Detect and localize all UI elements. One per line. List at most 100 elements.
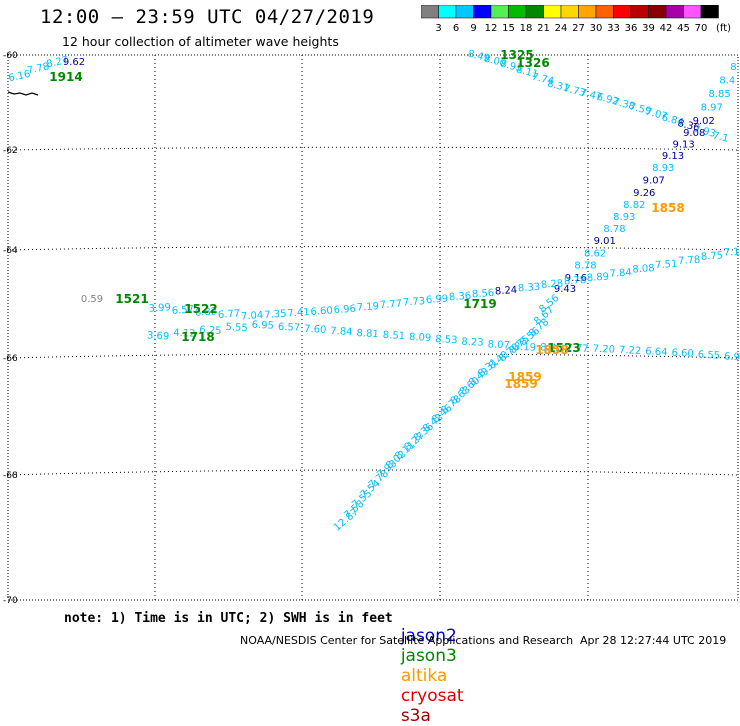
colorbar-tick-label: 45 bbox=[677, 23, 690, 34]
wave-height-label: 7.04 bbox=[241, 310, 264, 323]
wave-height-label: 8.82 bbox=[623, 200, 645, 211]
wave-height-label: 5.55 bbox=[225, 322, 248, 334]
colorbar-tick-label: 30 bbox=[590, 23, 603, 34]
wave-height-label: 7.77 bbox=[566, 343, 589, 355]
pass-time-label: 1522 bbox=[184, 302, 217, 316]
wave-height-label: 8.56 bbox=[472, 288, 495, 301]
pass-time-label: 1523 bbox=[547, 341, 580, 355]
wave-height-label: 8. bbox=[730, 62, 740, 73]
wave-height-label: 0.59 bbox=[81, 294, 103, 305]
wave-height-label: 3.69 bbox=[147, 330, 170, 342]
wave-height-label: 7.38 bbox=[612, 97, 636, 113]
pass-time-label: 1858 bbox=[535, 343, 568, 357]
wave-height-label: 8.28 bbox=[541, 278, 564, 291]
wave-height-label: 8.23 bbox=[461, 337, 484, 349]
pass-time-label: 1719 bbox=[463, 297, 496, 311]
colorbar-tick-label: 36 bbox=[625, 23, 638, 34]
colorbar-tick-label: 21 bbox=[537, 23, 550, 34]
colorbar-unit: (ft) bbox=[716, 23, 731, 34]
wave-height-label: 6.64 bbox=[645, 346, 668, 358]
colorbar-tick-label: 6 bbox=[453, 23, 459, 34]
wave-height-label: 8.09 bbox=[409, 332, 432, 344]
wave-height-label: 8.93 bbox=[499, 59, 523, 75]
coastline bbox=[7, 91, 39, 96]
wave-height-label: 8.97 bbox=[701, 103, 723, 114]
wave-height-label: 8.93 bbox=[652, 163, 674, 174]
wave-height-label: 7.1 bbox=[712, 130, 730, 145]
lat-tick-label: -70 bbox=[3, 596, 18, 605]
wave-height-label: 8.24 bbox=[495, 285, 518, 298]
wave-height-label: 8.75 bbox=[701, 250, 724, 263]
pass-time-label: 1521 bbox=[115, 292, 148, 306]
wave-height-label: 7.73 bbox=[562, 83, 586, 99]
satellite-legend: jason2 jason3 altika cryosat s3a bbox=[390, 606, 471, 726]
colorbar-tick-label: 42 bbox=[660, 23, 673, 34]
wave-height-label: 7.07 bbox=[644, 107, 668, 123]
wave-height-label: 9.62 bbox=[63, 57, 85, 68]
lat-grid-line bbox=[7, 469, 739, 476]
wave-height-label: 7.73 bbox=[403, 296, 426, 309]
wave-height-label: 8.11 bbox=[515, 64, 539, 80]
wave-height-label: 7.59 bbox=[628, 101, 652, 117]
colorbar-tick-label: 3 bbox=[435, 23, 441, 34]
map-plot: -45-42-39-36-33-30-60-62-64-66-68-708.49… bbox=[3, 48, 740, 605]
colorbar-tick-label: 12 bbox=[485, 23, 498, 34]
pass-time-label: 1859 bbox=[508, 370, 541, 384]
wave-height-label: 7.78 bbox=[26, 61, 50, 76]
lat-tick-label: -60 bbox=[3, 51, 18, 61]
units-note: note: 1) Time is in UTC; 2) SWH is in fe… bbox=[64, 611, 393, 626]
wave-height-label: 8.36 bbox=[449, 291, 472, 304]
lat-tick-label: -62 bbox=[3, 146, 18, 156]
wave-height-label: 8.89 bbox=[586, 272, 609, 285]
wave-height-label: 8.85 bbox=[708, 89, 730, 100]
wave-height-label: 6.92 bbox=[595, 92, 619, 108]
wave-height-label: 7.84 bbox=[330, 326, 353, 338]
wave-height-label: 7.20 bbox=[592, 344, 615, 356]
colorbar-tick-label: 15 bbox=[502, 23, 515, 34]
generated-timestamp: Apr 28 12:27:44 UTC 2019 bbox=[580, 634, 727, 647]
wave-height-label: 9.26 bbox=[633, 188, 655, 199]
wave-height-label: 6.60 bbox=[310, 305, 333, 318]
wave-height-label: 7.93 bbox=[692, 124, 716, 140]
wave-height-label: 6.55 bbox=[698, 350, 721, 362]
wave-height-label: 9.08 bbox=[683, 128, 705, 139]
wave-height-label: 7.74 bbox=[531, 71, 555, 87]
legend-jason2: jason2 bbox=[400, 626, 457, 646]
lat-grid-line bbox=[7, 246, 739, 251]
legend-cryosat: cryosat bbox=[400, 686, 464, 706]
colorbar-tick-label: 70 bbox=[695, 23, 708, 34]
wave-height-label: 8.81 bbox=[356, 328, 379, 340]
wave-height-label: 8.31 bbox=[546, 78, 570, 94]
pass-time-label: 1325 bbox=[500, 48, 533, 62]
wave-height-label: 7.60 bbox=[304, 324, 327, 336]
wave-height-label: 8.53 bbox=[435, 334, 458, 346]
legend-altika: altika bbox=[400, 666, 448, 686]
lat-tick-label: -64 bbox=[3, 246, 18, 256]
legend-s3a: s3a bbox=[400, 706, 431, 726]
wave-height-label: 6.57 bbox=[278, 322, 301, 334]
wave-height-label: 6.57 bbox=[171, 304, 194, 317]
pass-time-label: 1859 bbox=[504, 377, 537, 391]
colorbar-tick-label: 39 bbox=[642, 23, 655, 34]
wave-height-label: 9.13 bbox=[672, 140, 694, 151]
wave-height-label: 8.75 bbox=[540, 342, 563, 354]
legend-jason3: jason3 bbox=[400, 646, 457, 666]
page-title: 12:00 – 23:59 UTC 04/27/2019 bbox=[40, 6, 375, 28]
credit-line: NOAA/NESDIS Center for Satellite Applica… bbox=[240, 634, 574, 647]
wave-height-label: 8.08 bbox=[632, 263, 655, 276]
wave-height-label: 8.93 bbox=[613, 212, 635, 223]
wave-height-label: 6.82 bbox=[195, 306, 218, 319]
wave-height-label: 6.95 bbox=[251, 320, 274, 332]
lat-tick-label: -66 bbox=[3, 354, 18, 364]
wave-height-label: 6.77 bbox=[218, 308, 241, 321]
wave-height-label: 6.60 bbox=[671, 348, 694, 360]
map-frame bbox=[7, 54, 739, 601]
wave-height-label: 9.07 bbox=[643, 176, 665, 187]
wave-height-label: 9.01 bbox=[594, 236, 616, 247]
wave-height-label: 9.43 bbox=[554, 284, 576, 295]
colorbar-tick-label: 9 bbox=[470, 23, 476, 34]
wave-height-label: 3.99 bbox=[148, 302, 171, 315]
wave-height-label: 7.19 bbox=[356, 301, 379, 314]
wave-height-label: 8.27 bbox=[45, 55, 69, 70]
colorbar: 3 6 9 12 15 18 21 24 27 30 33 36 39 42 45 70 (ft) bbox=[421, 5, 731, 34]
